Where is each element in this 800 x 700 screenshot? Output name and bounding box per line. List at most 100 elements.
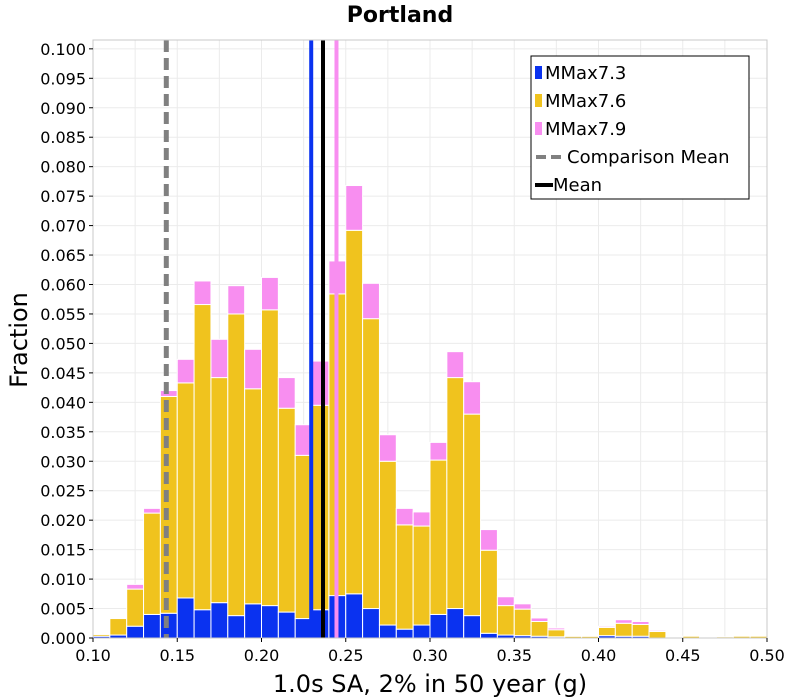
bar-mmax7-6 [446,377,465,610]
bar-mmax7-6 [530,621,549,637]
y-tick-label: 0.010 [40,570,86,589]
bar-mmax7-6 [480,549,498,634]
x-tick-label: 0.50 [749,646,785,665]
x-axis-title: 1.0s SA, 2% in 50 year (g) [273,670,587,698]
y-tick-label: 0.020 [40,511,86,530]
bar-mmax7-6 [227,313,246,617]
y-tick-label: 0.000 [40,629,86,648]
bar-mmax7-6 [362,318,380,610]
bar-mmax7-9 [631,621,650,625]
bar-mmax7-9 [159,390,178,397]
bar-mmax7-6 [429,459,448,615]
bar-mmax7-9 [564,635,583,637]
bar-mmax7-6 [143,512,161,615]
y-axis-title: Fraction [5,292,33,388]
bar-mmax7-9 [463,381,482,415]
bar-mmax7-9 [193,280,212,306]
legend-swatch [535,122,542,135]
bar-mmax7-6 [345,229,364,595]
bar-mmax7-9 [614,619,633,624]
bar-mmax7-6 [412,525,431,626]
bar-mmax7-6 [92,633,111,637]
bar-mmax7-6 [210,377,229,604]
legend-label: MMax7.3 [545,63,626,84]
y-tick-label: 0.045 [40,364,86,383]
bar-mmax7-9 [496,596,515,607]
bar-mmax7-9 [227,285,246,315]
bar-mmax7-3 [378,624,397,639]
bar-mmax7-9 [378,434,397,462]
bar-mmax7-3 [193,609,212,639]
bar-mmax7-6 [311,404,330,611]
bar-mmax7-6 [176,382,195,599]
bar-mmax7-6 [109,618,128,636]
bar-mmax7-6 [547,629,566,638]
y-tick-label: 0.040 [40,393,86,412]
bar-mmax7-6 [395,524,414,630]
bar-mmax7-3 [126,625,145,639]
bar-mmax7-3 [261,605,279,639]
y-tick-label: 0.095 [40,69,86,88]
bar-mmax7-9 [395,507,414,526]
bar-mmax7-3 [244,603,262,639]
y-tick-label: 0.025 [40,482,86,501]
legend: MMax7.3 MMax7.6 MMax7.9 Comparison Mean Mean [530,55,750,200]
y-tick-label: 0.015 [40,541,86,560]
bar-mmax7-9 [446,351,465,379]
y-tick-label: 0.005 [40,600,86,619]
bar-mmax7-3 [311,609,330,639]
x-tick-label: 0.20 [244,646,280,665]
legend-label: MMax7.6 [545,91,626,112]
bar-mmax7-3 [277,611,296,639]
bar-mmax7-9 [126,583,145,590]
y-tick-label: 0.055 [40,305,86,324]
x-tick-label: 0.10 [75,646,111,665]
bar-mmax7-6 [244,388,262,605]
bar-mmax7-6 [193,304,212,611]
y-tick-label: 0.080 [40,158,86,177]
legend-label: MMax7.9 [545,119,626,140]
bar-mmax7-9 [480,529,498,551]
x-tick-label: 0.30 [412,646,448,665]
x-tick-label: 0.15 [159,646,195,665]
bar-mmax7-3 [395,628,414,639]
x-tick-label: 0.40 [581,646,617,665]
bar-mmax7-9 [429,441,448,461]
bar-mmax7-9 [547,627,566,631]
bar-mmax7-3 [412,624,431,639]
bar-mmax7-9 [513,603,532,610]
bars [92,185,768,639]
axis-ticks: 0.000 0.005 0.010 0.015 0.020 0.025 0.030 0.035… [40,40,785,665]
bar-mmax7-6 [648,631,667,639]
bar-mmax7-6 [598,626,616,637]
bar-mmax7-3 [429,613,448,639]
bar-mmax7-6 [614,622,633,637]
bar-mmax7-9 [345,185,364,231]
x-tick-label: 0.45 [665,646,701,665]
y-tick-label: 0.070 [40,217,86,236]
bar-mmax7-6 [496,605,515,636]
bar-mmax7-6 [277,407,296,613]
bar-mmax7-9 [210,338,229,379]
bar-mmax7-9 [143,507,161,514]
y-tick-label: 0.075 [40,187,86,206]
reference-lines [163,40,339,638]
bar-mmax7-3 [210,602,229,639]
bar-mmax7-9 [362,282,380,320]
bar-mmax7-9 [176,358,195,384]
legend-label: Comparison Mean [567,147,730,168]
y-tick-label: 0.065 [40,246,86,265]
legend-swatch [535,94,542,107]
y-tick-label: 0.050 [40,334,86,353]
bar-mmax7-3 [345,593,364,639]
bar-mmax7-9 [261,276,279,311]
bar-mmax7-9 [598,625,616,628]
x-tick-label: 0.35 [496,646,532,665]
bar-mmax7-3 [362,608,380,639]
bar-mmax7-9 [277,377,296,409]
bar-mmax7-6 [513,608,532,637]
bar-mmax7-6 [126,588,145,627]
y-tick-label: 0.035 [40,423,86,442]
bar-mmax7-9 [648,629,667,633]
bar-mmax7-3 [480,632,498,639]
